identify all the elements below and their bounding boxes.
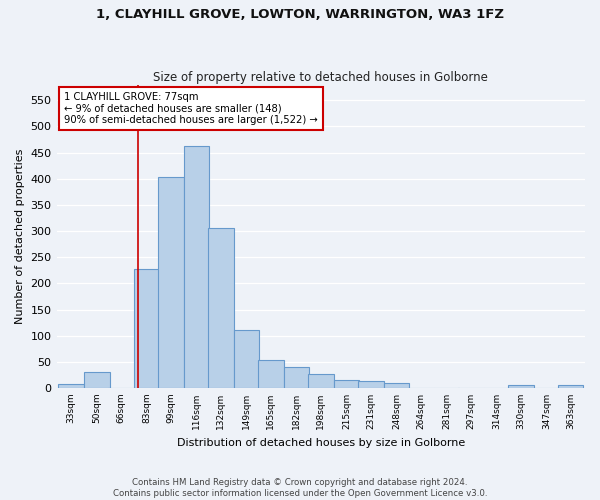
Text: 1 CLAYHILL GROVE: 77sqm
← 9% of detached houses are smaller (148)
90% of semi-de: 1 CLAYHILL GROVE: 77sqm ← 9% of detached…: [64, 92, 318, 126]
Text: Contains HM Land Registry data © Crown copyright and database right 2024.
Contai: Contains HM Land Registry data © Crown c…: [113, 478, 487, 498]
Bar: [208, 228, 234, 388]
Bar: [508, 386, 533, 388]
Bar: [158, 177, 184, 388]
Bar: [284, 367, 310, 388]
Bar: [84, 372, 110, 388]
Y-axis label: Number of detached properties: Number of detached properties: [15, 148, 25, 324]
Bar: [184, 146, 209, 388]
Bar: [134, 268, 160, 388]
Bar: [58, 384, 84, 388]
Bar: [383, 382, 409, 388]
Bar: [308, 374, 334, 388]
Bar: [334, 380, 359, 388]
Text: 1, CLAYHILL GROVE, LOWTON, WARRINGTON, WA3 1FZ: 1, CLAYHILL GROVE, LOWTON, WARRINGTON, W…: [96, 8, 504, 20]
Bar: [558, 386, 583, 388]
Bar: [258, 360, 284, 388]
Bar: [358, 381, 383, 388]
Title: Size of property relative to detached houses in Golborne: Size of property relative to detached ho…: [154, 70, 488, 84]
X-axis label: Distribution of detached houses by size in Golborne: Distribution of detached houses by size …: [176, 438, 465, 448]
Bar: [234, 330, 259, 388]
